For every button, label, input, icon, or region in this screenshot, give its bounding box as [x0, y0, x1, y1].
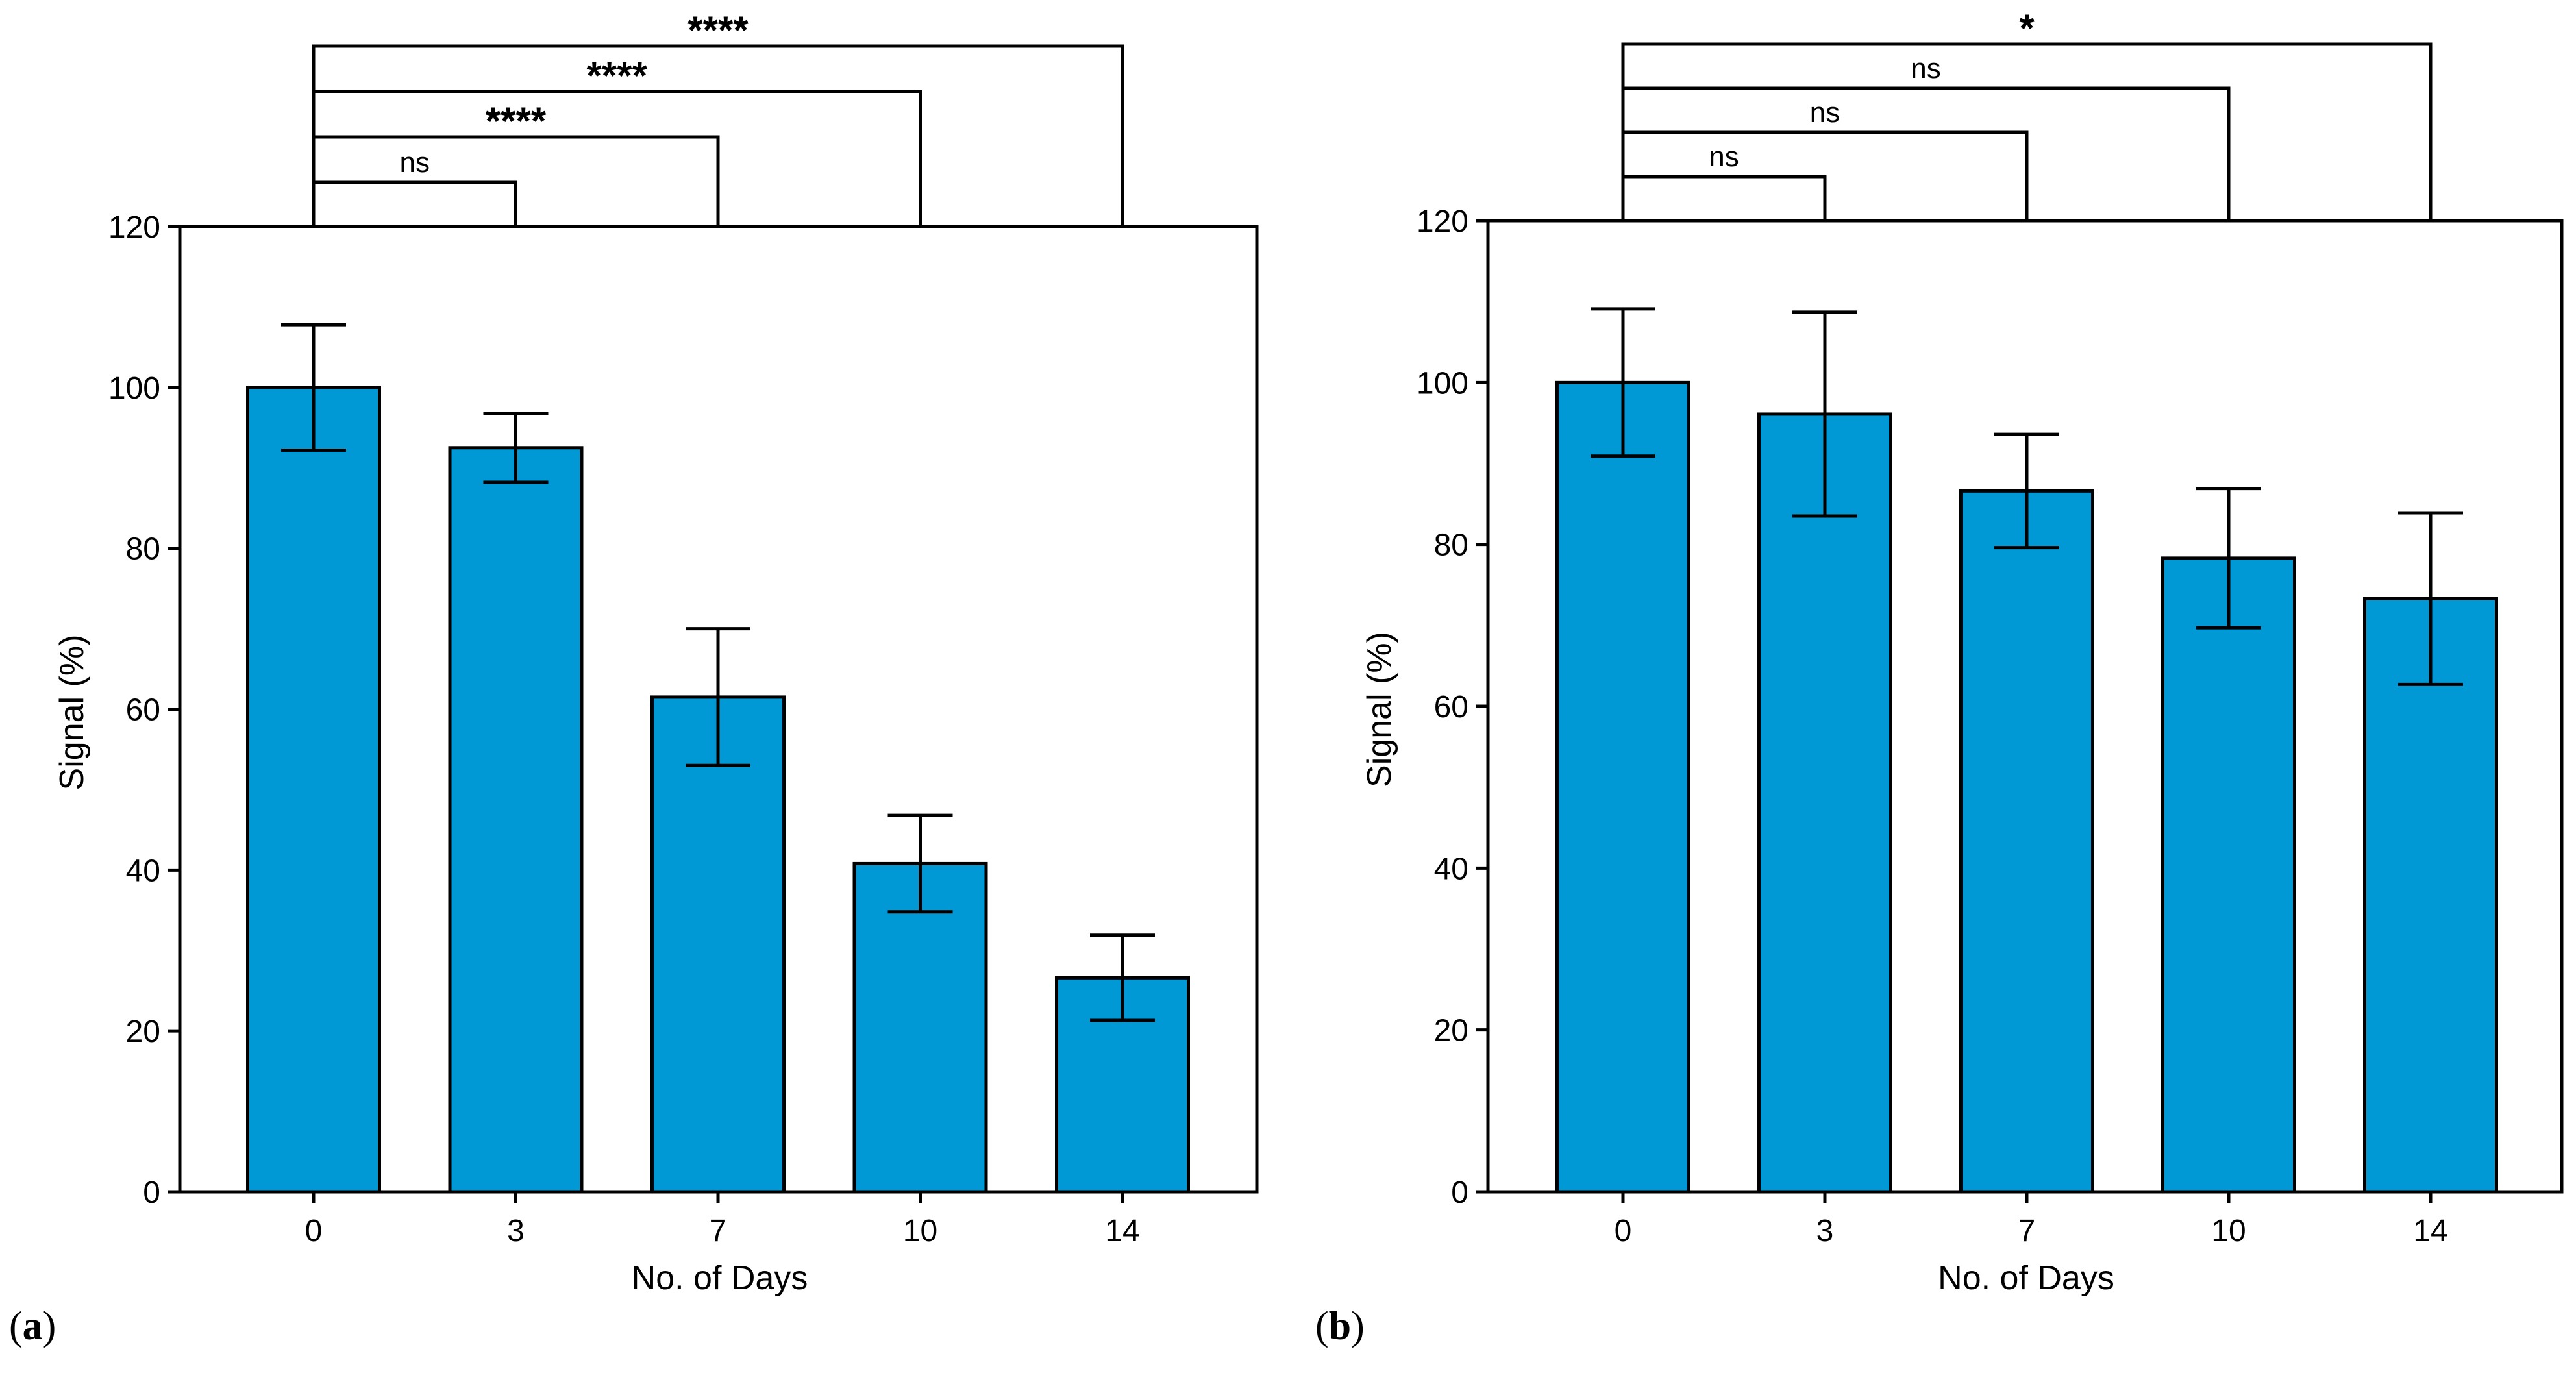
significance-label: ****	[587, 54, 648, 97]
bar-7	[1959, 489, 2094, 1194]
significance-bracket-0-3: ns	[1621, 141, 1827, 221]
x-tick-label: 0	[1615, 1214, 1632, 1248]
chart-panel-b: 0 20 40 60 80 100 120 0 3 7 10 14 No. of Days Signal …	[1361, 6, 2564, 1297]
significance-bracket-0-10: ****	[312, 54, 922, 227]
x-tick-label: 14	[1105, 1214, 1139, 1248]
y-tick-label: 60	[126, 693, 160, 728]
significance-label: ns	[1709, 141, 1739, 173]
significance-label: ****	[687, 8, 749, 52]
x-tick-label: 3	[1816, 1214, 1834, 1248]
bar-10	[852, 861, 988, 1194]
bar-3	[1757, 412, 1892, 1194]
panel-letter-b: b	[1328, 1304, 1352, 1348]
chart-panel-a: 0 20 40 60 80 100 120 0 3 7 10 14 No. of Days Signal …	[53, 8, 1259, 1297]
bar-0	[246, 386, 381, 1194]
panel-letter-a: a	[22, 1304, 43, 1348]
x-tick-label: 0	[305, 1214, 323, 1248]
x-tick-label: 7	[2018, 1214, 2036, 1248]
y-tick-label: 120	[1417, 204, 1468, 239]
bar-0	[1555, 380, 1690, 1194]
x-axis-title: No. of Days	[632, 1259, 808, 1297]
x-tick-label: 3	[507, 1214, 525, 1248]
bar-10	[2161, 556, 2296, 1194]
bar-7	[650, 695, 786, 1194]
significance-label: ns	[1911, 53, 1940, 84]
y-tick-label: 80	[1434, 528, 1468, 563]
bar-14	[2363, 597, 2498, 1194]
y-tick-label: 120	[108, 210, 160, 245]
significance-line	[1621, 175, 1827, 221]
y-tick-label: 20	[126, 1015, 160, 1049]
significance-bracket-0-14: *	[1621, 6, 2433, 221]
x-tick-label: 14	[2413, 1214, 2447, 1248]
y-tick-label: 60	[1434, 690, 1468, 724]
y-tick-label: 0	[1451, 1176, 1468, 1210]
y-tick-label: 40	[126, 854, 160, 888]
x-tick-label: 10	[2211, 1214, 2246, 1248]
y-tick-label: 40	[1434, 852, 1468, 886]
y-axis-title: Signal (%)	[53, 635, 91, 791]
y-tick-label: 0	[143, 1176, 160, 1210]
y-tick-label: 20	[1434, 1014, 1468, 1048]
significance-label: ns	[400, 147, 430, 179]
significance-label: *	[2019, 6, 2035, 50]
significance-line	[312, 180, 517, 227]
x-axis-title: No. of Days	[1938, 1259, 2114, 1297]
significance-bracket-0-14: ****	[312, 8, 1124, 227]
y-axis-title: Signal (%)	[1361, 632, 1398, 787]
significance-bracket-0-3: ns	[312, 147, 517, 227]
significance-line	[312, 44, 1124, 227]
panel-label-a: (a)	[9, 1304, 56, 1348]
bar-3	[448, 446, 584, 1194]
x-tick-label: 7	[710, 1214, 727, 1248]
x-tick-label: 10	[903, 1214, 937, 1248]
y-tick-label: 80	[126, 532, 160, 567]
y-tick-label: 100	[108, 371, 160, 406]
panel-label-b: (b)	[1315, 1304, 1365, 1348]
y-tick-label: 100	[1417, 366, 1468, 401]
significance-bracket-0-10: ns	[1621, 53, 2231, 221]
significance-label: ns	[1810, 97, 1840, 129]
significance-label: ****	[486, 99, 547, 143]
significance-line	[1621, 42, 2433, 221]
